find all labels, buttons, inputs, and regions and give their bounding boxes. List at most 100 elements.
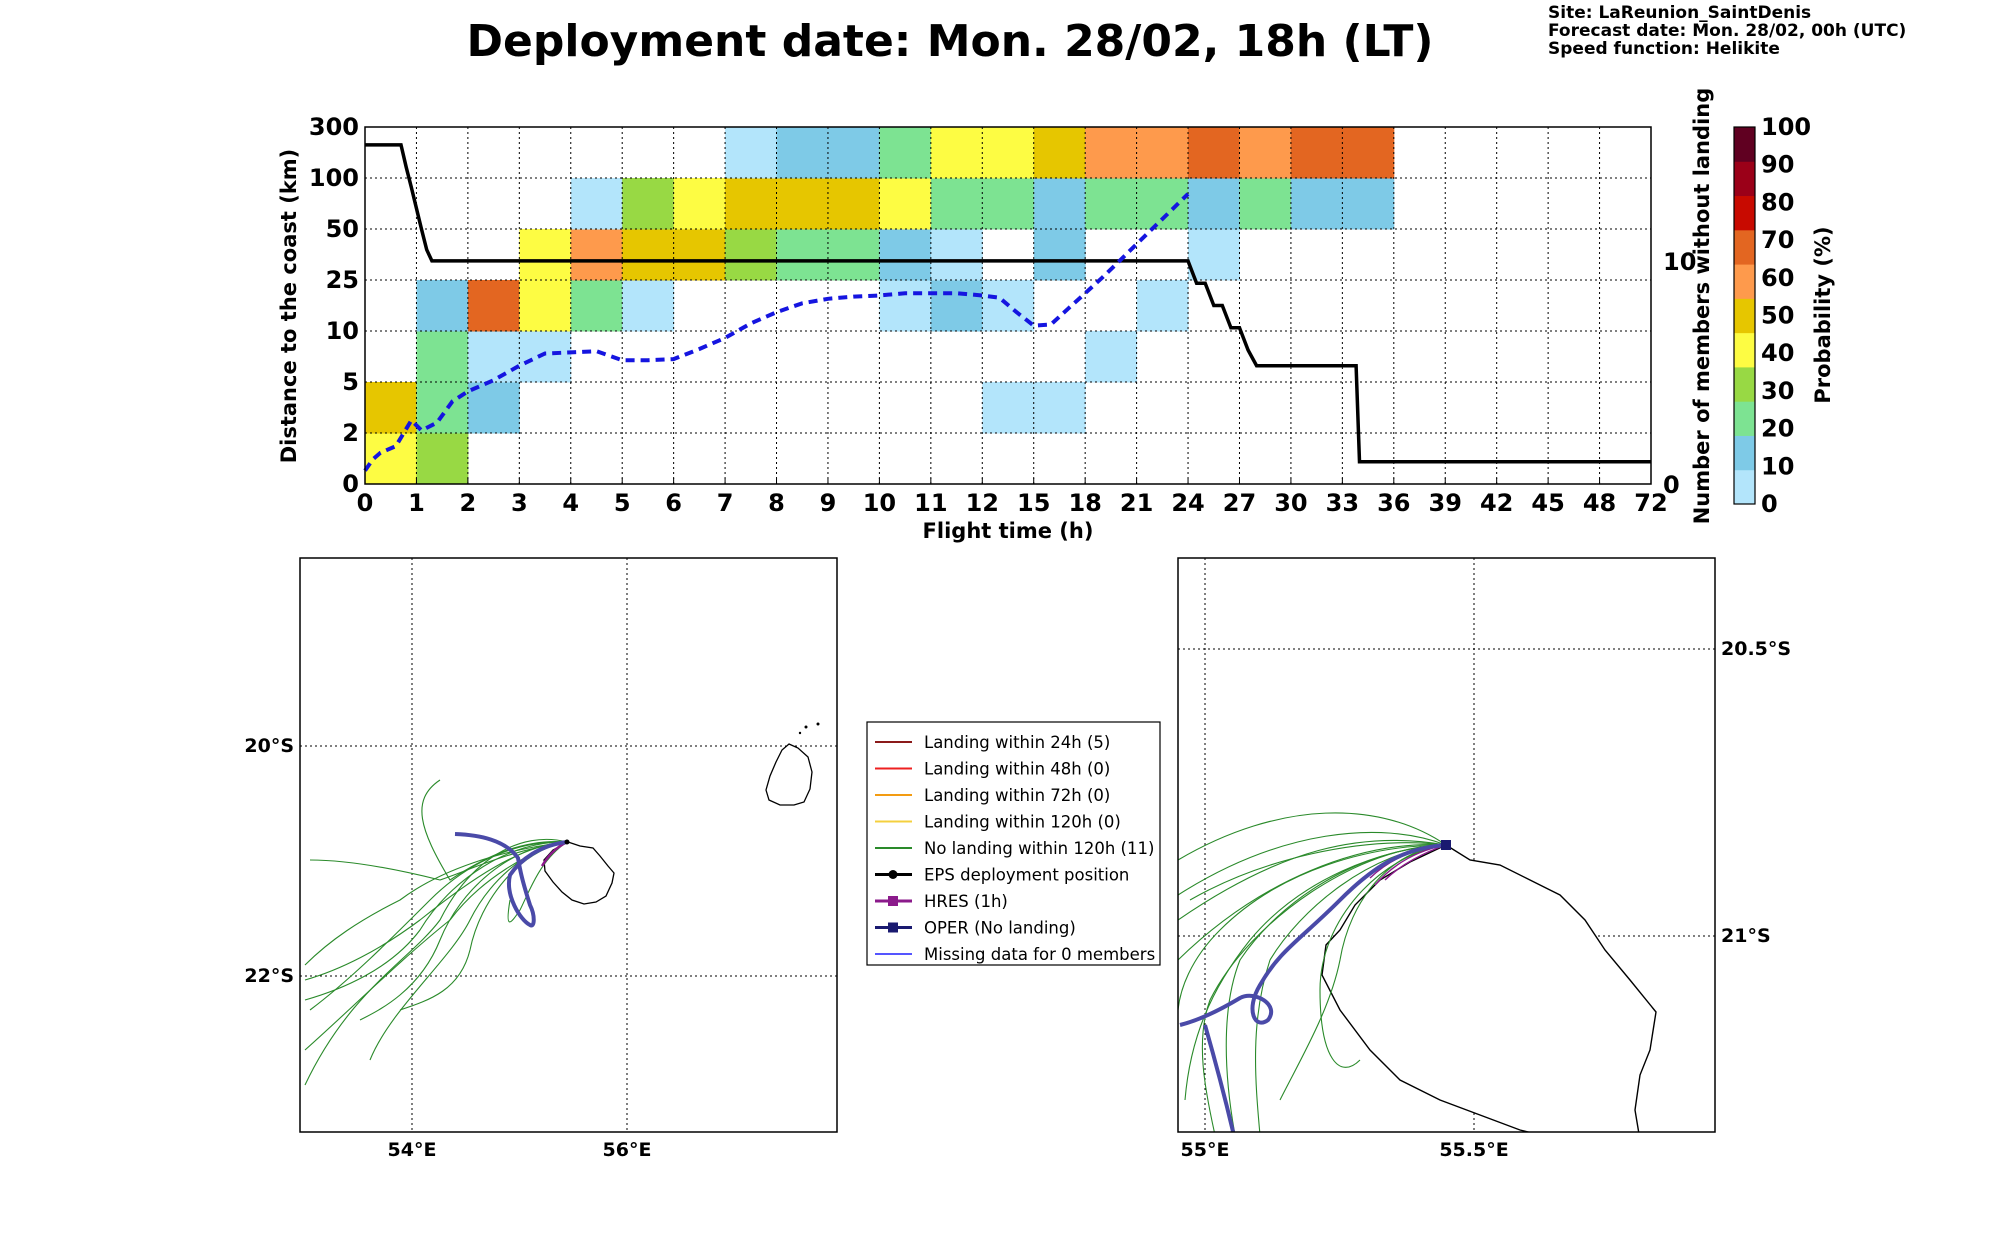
x-tick-label: 7 — [717, 489, 734, 517]
left-map-frame — [299, 557, 838, 1133]
heatmap-cell — [673, 178, 726, 230]
heatmap-cell — [827, 178, 880, 230]
right-map-ensemble-trajectories — [1178, 812, 1447, 1132]
colorbar-tick-label: 70 — [1761, 226, 1794, 254]
heatmap-cell — [1239, 127, 1292, 179]
legend-label: Landing within 24h (5) — [924, 733, 1110, 752]
heatmap-cell — [519, 331, 572, 383]
heatmap-cell — [365, 433, 417, 485]
colorbar-swatch — [1734, 161, 1755, 197]
colorbar-swatch — [1734, 127, 1755, 162]
colorbar-cells — [1734, 127, 1755, 505]
y-tick-label: 100 — [309, 164, 359, 192]
x-axis-label: Flight time (h) — [923, 519, 1094, 543]
x-tick-label: 36 — [1377, 489, 1410, 517]
x-tick-label: 24 — [1171, 489, 1204, 517]
heatmap-cell — [1033, 178, 1086, 230]
colorbar-swatch — [1734, 366, 1755, 402]
left-map-ensemble-trajectories — [304, 779, 568, 1086]
x-tick-label: 30 — [1274, 489, 1307, 517]
heatmap-cell — [1033, 127, 1086, 179]
heatmap-cell — [1188, 229, 1240, 281]
colorbar-swatch — [1734, 195, 1755, 231]
trajectory-legend: Landing within 24h (5) Landing within 48h… — [866, 721, 1161, 966]
x-tick-label: 45 — [1531, 489, 1564, 517]
heatmap-cell — [519, 280, 572, 332]
members-without-landing-line — [365, 143, 1651, 464]
heatmap-cell — [982, 127, 1035, 179]
heatmap-cell — [827, 127, 880, 179]
right-map-lon-55: 55°E — [1181, 1139, 1230, 1161]
colorbar-tick-label: 0 — [1761, 490, 1778, 518]
colorbar-tick-label: 60 — [1761, 264, 1794, 292]
colorbar-tick-label: 40 — [1761, 339, 1794, 367]
x-tick-label: 42 — [1480, 489, 1513, 517]
small-islet — [816, 722, 820, 726]
colorbar-swatch — [1734, 264, 1755, 299]
heatmap-cell — [1239, 178, 1292, 230]
x-tick-labels: 0 1 2 3 4 5 6 7 8 9 10 11 12 15 18 21 24 27 30 33 36 39 42 45 48… — [357, 478, 1668, 517]
legend-marker — [888, 896, 898, 906]
regional-map: 20°S 22°S 54°E 56°E — [244, 557, 838, 1161]
x-tick-label: 0 — [357, 489, 374, 517]
left-map-lon-56: 56°E — [603, 1139, 652, 1161]
x-tick-label: 2 — [460, 489, 477, 517]
x-tick-label: 48 — [1583, 489, 1616, 517]
heatmap-cell — [1290, 127, 1343, 179]
left-map-lon-54: 54°E — [388, 1139, 437, 1161]
legend-marker — [888, 870, 898, 879]
heatmap-cell — [570, 280, 623, 332]
heatmap-cell — [1342, 178, 1395, 230]
x-tick-label: 8 — [768, 489, 785, 517]
heatmap-cell — [467, 382, 520, 434]
heatmap-cell — [725, 127, 778, 179]
colorbar-tick-label: 10 — [1761, 452, 1794, 480]
heatmap-cell — [1085, 178, 1138, 230]
heatmap-cell — [1033, 382, 1086, 434]
y-axis-label: Distance to the coast (km) — [277, 149, 301, 464]
colorbar-tick-label: 20 — [1761, 415, 1794, 443]
x-tick-label: 11 — [914, 489, 947, 517]
x-tick-label: 5 — [614, 489, 631, 517]
x-tick-label: 12 — [966, 489, 999, 517]
colorbar-tick-label: 80 — [1761, 188, 1794, 216]
x-tick-label: 9 — [820, 489, 837, 517]
legend-label: Landing within 48h (0) — [924, 760, 1110, 779]
heatmap-cell — [416, 382, 469, 434]
y-tick-label: 10 — [326, 317, 359, 345]
legend-marker — [888, 922, 898, 933]
colorbar-swatch — [1734, 298, 1755, 334]
legend-label: EPS deployment position — [924, 866, 1129, 885]
legend-label: Landing within 120h (0) — [924, 813, 1121, 832]
x-tick-label: 33 — [1326, 489, 1359, 517]
heatmap-cell — [776, 229, 829, 281]
left-map-lat-22: 22°S — [244, 965, 294, 987]
heatmap-series — [363, 143, 1651, 472]
heatmap-cell — [416, 433, 469, 485]
heatmap-grid — [365, 127, 1651, 484]
right-map-lon-55-5: 55.5°E — [1439, 1139, 1508, 1161]
right-map-lat-21: 21°S — [1721, 925, 1771, 947]
y2-tick-labels: 0 10 — [1663, 248, 1696, 499]
heatmap-cell — [1085, 127, 1138, 179]
deployment-title: Deployment date: Mon. 28/02, 18h (LT) — [467, 16, 1434, 67]
heatmap-cell — [519, 229, 572, 281]
x-tick-label: 15 — [1017, 489, 1050, 517]
heatmap-cell — [725, 178, 778, 230]
x-tick-label: 18 — [1068, 489, 1101, 517]
x-tick-label: 72 — [1634, 489, 1667, 517]
heatmap-cell — [1085, 331, 1138, 383]
colorbar-tick-label: 30 — [1761, 377, 1794, 405]
heatmap-cell — [1342, 127, 1395, 179]
heatmap-cell — [930, 280, 983, 332]
heatmap-cell — [930, 229, 983, 281]
right-map-oper-track — [1179, 843, 1447, 1027]
colorbar-tick-labels: 0 10 20 30 40 50 60 70 80 90 100 — [1761, 113, 1811, 518]
y2-tick-label: 10 — [1663, 248, 1696, 276]
legend-label: OPER (No landing) — [924, 919, 1076, 938]
heatmap-cell — [467, 280, 520, 332]
heatmap-cell — [1136, 280, 1189, 332]
y-tick-label: 300 — [309, 113, 359, 141]
heatmap-cell — [1136, 178, 1189, 230]
